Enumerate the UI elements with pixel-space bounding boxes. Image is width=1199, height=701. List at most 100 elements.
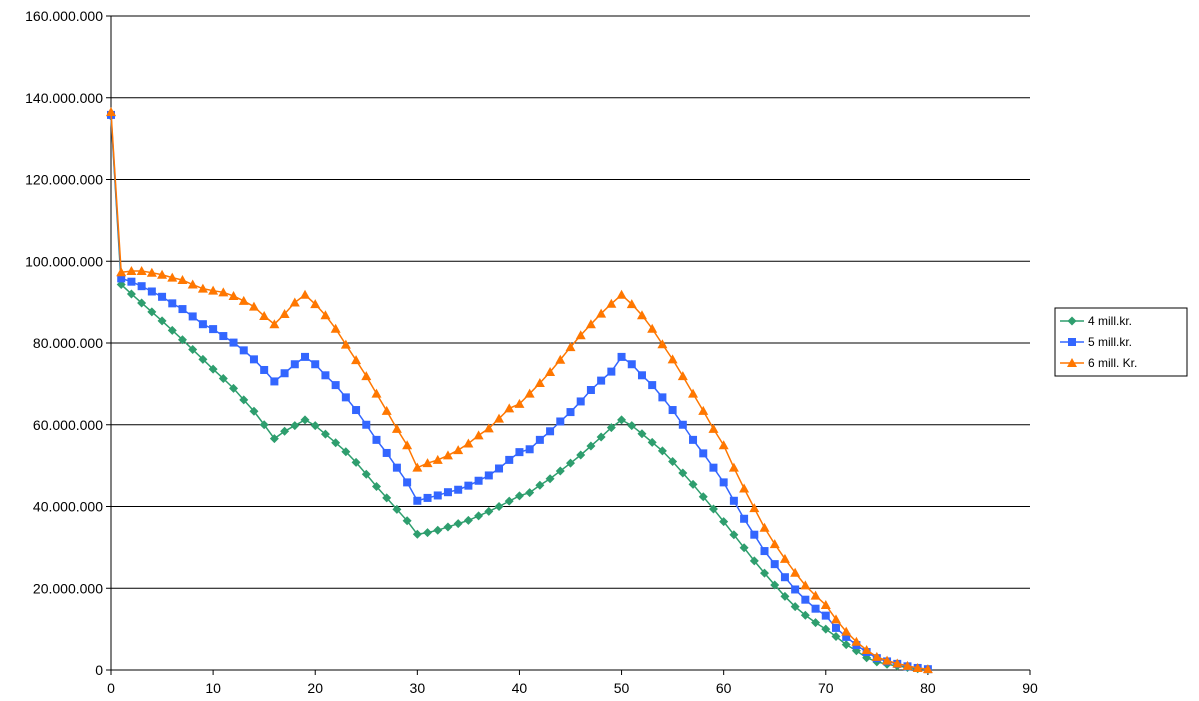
data-point [280, 426, 290, 436]
y-tick-label: 60.000.000 [33, 417, 103, 433]
data-point [392, 463, 401, 472]
data-point [647, 437, 657, 447]
data-point [667, 354, 678, 364]
data-point [585, 319, 596, 329]
data-point [699, 449, 708, 458]
data-point [596, 432, 606, 442]
data-point [719, 517, 729, 527]
data-point [627, 360, 636, 369]
data-point [198, 320, 207, 329]
data-point [280, 369, 289, 378]
data-point [331, 438, 341, 448]
data-point [801, 595, 810, 604]
data-point [137, 298, 147, 308]
data-point [791, 585, 800, 594]
data-point [178, 305, 187, 314]
data-point [739, 483, 750, 493]
data-point [851, 636, 862, 646]
data-point [810, 590, 821, 600]
data-point [668, 406, 677, 415]
data-point [443, 522, 453, 532]
data-point [423, 528, 433, 538]
data-point [136, 266, 147, 276]
data-point [310, 299, 321, 309]
data-point [423, 493, 432, 502]
data-point [842, 632, 851, 641]
data-point [739, 543, 749, 553]
data-point [422, 458, 433, 468]
data-point [525, 488, 535, 498]
data-point [483, 423, 494, 433]
data-point [371, 481, 381, 491]
data-point [146, 267, 157, 277]
data-point [616, 289, 627, 299]
data-point [750, 530, 759, 539]
series-group [106, 111, 933, 675]
data-point [565, 342, 576, 352]
data-point [830, 614, 841, 624]
data-point [453, 445, 464, 455]
data-point [188, 345, 198, 355]
data-point [290, 360, 299, 369]
data-point [575, 330, 586, 340]
data-point [760, 568, 770, 578]
y-tick-label: 160.000.000 [25, 8, 103, 24]
y-tick-label: 140.000.000 [25, 90, 103, 106]
data-point [474, 476, 483, 485]
data-point [259, 311, 270, 321]
data-point [698, 405, 709, 415]
data-point [657, 339, 668, 349]
data-point [157, 269, 168, 279]
data-point [382, 448, 391, 457]
data-point [820, 600, 831, 610]
data-point [871, 651, 882, 661]
data-series [106, 107, 933, 675]
data-point [187, 279, 198, 289]
data-point [596, 308, 607, 318]
data-point [668, 457, 678, 467]
data-point [321, 371, 330, 380]
data-point [300, 289, 311, 299]
data-point [209, 325, 218, 334]
data-point [382, 493, 392, 503]
data-point [637, 371, 646, 380]
data-point [534, 378, 545, 388]
data-point [555, 466, 565, 476]
data-point [780, 591, 790, 601]
data-point [197, 283, 208, 293]
y-tick-label: 40.000.000 [33, 499, 103, 515]
x-tick-label: 30 [410, 680, 426, 696]
data-point [576, 397, 585, 406]
data-point [607, 367, 616, 376]
x-tick-label: 50 [614, 680, 630, 696]
data-point [626, 299, 637, 309]
legend-label: 6 mill. Kr. [1088, 356, 1137, 370]
data-point [821, 624, 831, 634]
data-point [311, 360, 320, 369]
data-point [504, 403, 515, 413]
data-point [902, 660, 913, 670]
data-point [362, 420, 371, 429]
data-point [545, 367, 556, 377]
data-point [535, 435, 544, 444]
data-point [719, 478, 728, 487]
data-point [239, 346, 248, 355]
y-tick-label: 80.000.000 [33, 335, 103, 351]
data-point [218, 374, 228, 384]
x-tick-label: 60 [716, 680, 732, 696]
data-point [218, 287, 229, 297]
data-point [260, 365, 269, 374]
data-point [147, 307, 157, 317]
data-point [678, 420, 687, 429]
data-point [821, 611, 830, 620]
data-point [392, 504, 402, 514]
data-point [259, 420, 269, 430]
data-point [892, 658, 903, 668]
data-point [249, 355, 258, 364]
data-point [566, 458, 575, 468]
data-point [269, 319, 280, 329]
data-point [126, 266, 137, 276]
data-point [341, 447, 351, 457]
data-point [372, 435, 381, 444]
data-point [412, 529, 422, 539]
